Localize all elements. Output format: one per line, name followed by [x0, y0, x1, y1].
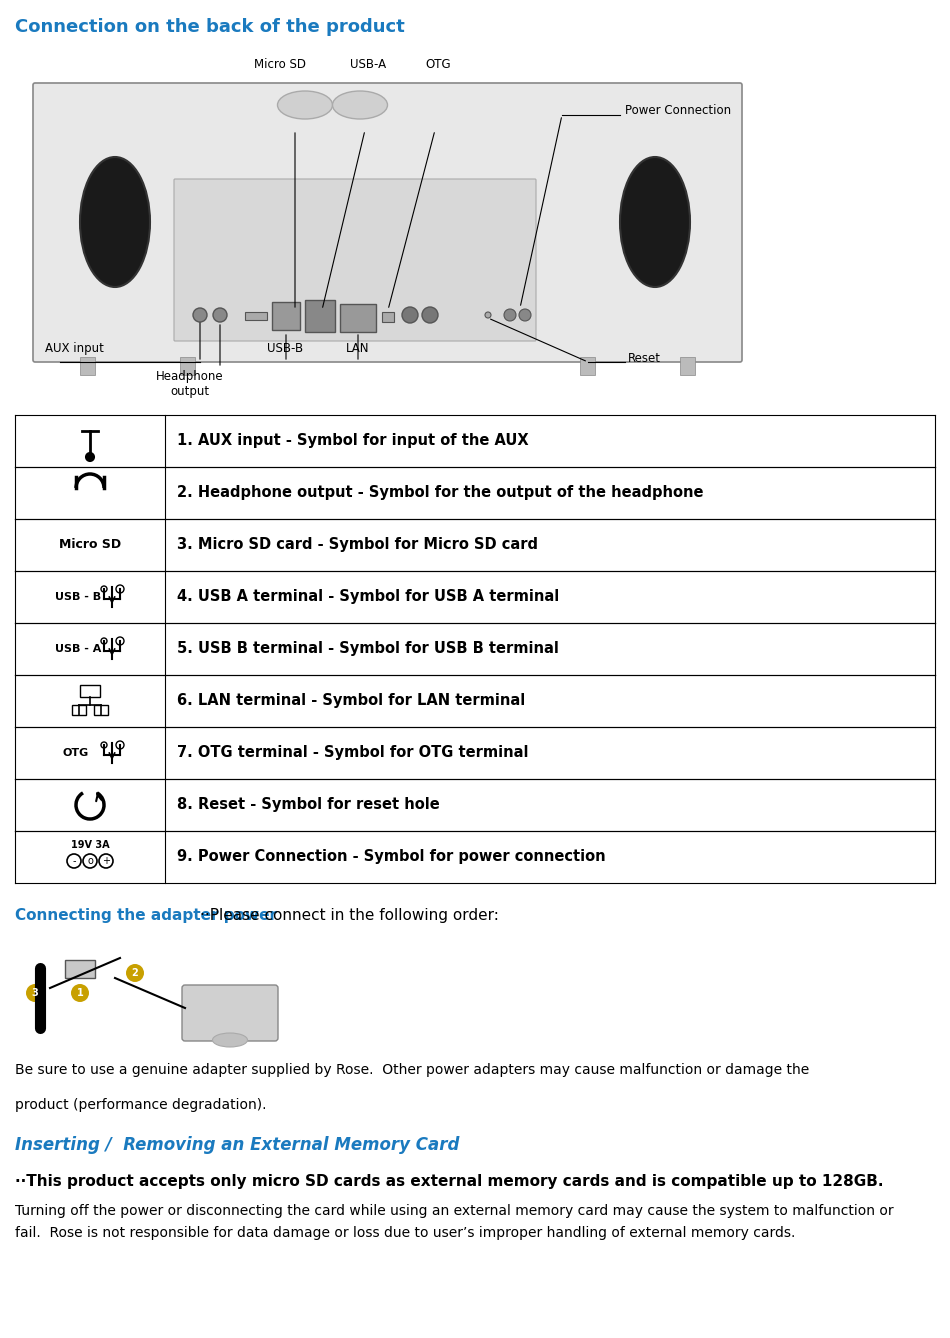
Bar	[580, 357, 595, 375]
Text: 6. LAN terminal - Symbol for LAN terminal: 6. LAN terminal - Symbol for LAN termina…	[177, 693, 525, 709]
Bar	[72, 705, 86, 714]
Circle shape	[504, 309, 516, 321]
Circle shape	[83, 854, 97, 868]
Text: o: o	[87, 856, 93, 866]
Bar	[272, 302, 300, 330]
FancyBboxPatch shape	[174, 179, 536, 341]
Bar	[680, 357, 695, 375]
Circle shape	[71, 983, 89, 1002]
Bar	[305, 300, 335, 332]
Text: Connection on the back of the product: Connection on the back of the product	[15, 17, 405, 36]
Circle shape	[101, 638, 107, 644]
Circle shape	[126, 963, 144, 982]
Bar	[180, 357, 195, 375]
Bar	[65, 959, 95, 978]
Text: ··Please connect in the following order:: ··Please connect in the following order:	[200, 909, 499, 923]
Text: product (performance degradation).: product (performance degradation).	[15, 1098, 267, 1112]
Circle shape	[402, 306, 418, 322]
Ellipse shape	[80, 157, 150, 286]
FancyBboxPatch shape	[33, 83, 742, 363]
Text: USB - B: USB - B	[55, 591, 101, 602]
Text: Micro SD: Micro SD	[59, 538, 121, 551]
Text: Power Connection: Power Connection	[625, 103, 732, 116]
Text: 3: 3	[31, 987, 38, 998]
Text: ··This product accepts only micro SD cards as external memory cards and is compa: ··This product accepts only micro SD car…	[15, 1173, 884, 1189]
Circle shape	[193, 308, 207, 322]
Text: 5. USB B terminal - Symbol for USB B terminal: 5. USB B terminal - Symbol for USB B ter…	[177, 641, 559, 657]
Text: OTG: OTG	[426, 58, 451, 71]
Text: LAN: LAN	[346, 343, 370, 355]
Bar	[94, 705, 108, 714]
Circle shape	[485, 312, 491, 318]
Text: 1: 1	[77, 987, 84, 998]
Text: 3. Micro SD card - Symbol for Micro SD card: 3. Micro SD card - Symbol for Micro SD c…	[177, 538, 538, 553]
Circle shape	[422, 306, 438, 322]
Text: Reset: Reset	[628, 352, 661, 364]
Text: fail.  Rose is not responsible for data damage or loss due to user’s improper ha: fail. Rose is not responsible for data d…	[15, 1226, 795, 1240]
Text: 9. Power Connection - Symbol for power connection: 9. Power Connection - Symbol for power c…	[177, 850, 606, 864]
Ellipse shape	[277, 91, 332, 119]
Text: Inserting /  Removing an External Memory Card: Inserting / Removing an External Memory …	[15, 1136, 460, 1153]
Text: +: +	[102, 856, 110, 866]
Text: 4. USB A terminal - Symbol for USB A terminal: 4. USB A terminal - Symbol for USB A ter…	[177, 590, 560, 605]
Text: 7. OTG terminal - Symbol for OTG terminal: 7. OTG terminal - Symbol for OTG termina…	[177, 745, 528, 760]
Circle shape	[116, 741, 124, 749]
Circle shape	[101, 586, 107, 591]
Text: 8. Reset - Symbol for reset hole: 8. Reset - Symbol for reset hole	[177, 797, 440, 812]
Ellipse shape	[332, 91, 388, 119]
Text: OTG: OTG	[63, 748, 89, 759]
Text: Be sure to use a genuine adapter supplied by Rose.  Other power adapters may cau: Be sure to use a genuine adapter supplie…	[15, 1062, 809, 1077]
Bar	[382, 312, 394, 322]
Circle shape	[101, 743, 107, 748]
Text: Turning off the power or disconnecting the card while using an external memory c: Turning off the power or disconnecting t…	[15, 1204, 894, 1218]
Text: 2. Headphone output - Symbol for the output of the headphone: 2. Headphone output - Symbol for the out…	[177, 486, 704, 500]
Circle shape	[26, 983, 44, 1002]
Bar	[80, 685, 100, 697]
Circle shape	[99, 854, 113, 868]
Text: -: -	[72, 856, 76, 866]
Circle shape	[67, 854, 81, 868]
Circle shape	[116, 585, 124, 593]
Text: AUX input: AUX input	[45, 343, 104, 355]
Text: USB - A: USB - A	[55, 644, 102, 654]
Text: 2: 2	[132, 967, 139, 978]
Text: Micro SD: Micro SD	[254, 58, 306, 71]
Circle shape	[519, 309, 531, 321]
Circle shape	[116, 637, 124, 645]
Text: USB-A: USB-A	[350, 58, 386, 71]
Ellipse shape	[620, 157, 690, 286]
Text: Connecting the adapter power: Connecting the adapter power	[15, 909, 277, 923]
Text: 1. AUX input - Symbol for input of the AUX: 1. AUX input - Symbol for input of the A…	[177, 434, 528, 448]
Bar	[340, 304, 376, 332]
Ellipse shape	[213, 1033, 248, 1048]
Circle shape	[213, 308, 227, 322]
Bar	[80, 357, 95, 375]
Text: USB-B: USB-B	[267, 343, 303, 355]
Circle shape	[86, 454, 94, 462]
Text: 19V 3A: 19V 3A	[70, 840, 109, 850]
Bar	[245, 312, 267, 320]
Text: Headphone
output: Headphone output	[156, 371, 224, 397]
FancyBboxPatch shape	[182, 985, 278, 1041]
